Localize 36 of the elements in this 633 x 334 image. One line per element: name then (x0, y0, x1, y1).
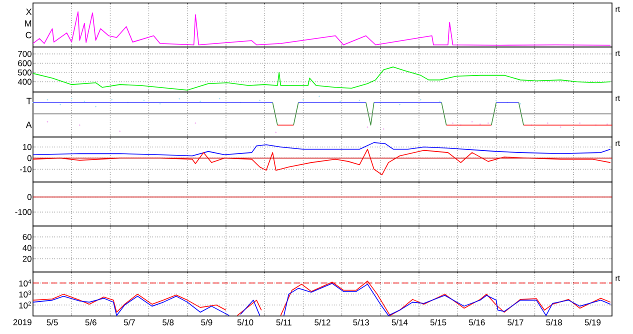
text: T (26, 98, 32, 104)
x-axis-title: 2019 (13, 319, 32, 326)
x-tick-label: 5/13 (353, 319, 369, 326)
y-tick-label: 10$^{4}$ (19, 280, 32, 286)
x-tick-label: 5/15 (430, 319, 446, 326)
x-tick-label: 5/10 (237, 319, 254, 326)
y-tick-label: 600 (18, 60, 32, 66)
y-tick-label: 10$^{3}$ (19, 290, 32, 298)
x-tick-label: 5/14 (392, 319, 408, 326)
y-tick-label: 40 (22, 244, 32, 251)
x-tick-label: 5/8 (162, 319, 174, 326)
x-tick-label: 5/5 (46, 319, 58, 326)
y-tick-label: 700 (18, 50, 32, 57)
text: A (26, 122, 32, 128)
y-tick-label: 10 (23, 144, 32, 150)
x-tick-label: 5/12 (314, 319, 330, 326)
text: C (26, 32, 32, 38)
y-tick-label: 20 (22, 256, 32, 262)
y-tick-label: 0 (27, 194, 32, 200)
x-tick-label: 5/19 (584, 319, 601, 326)
x-tick-label: 5/7 (124, 319, 135, 326)
y-tick-label: 400 (18, 78, 32, 85)
y-tick-label: 10$^{2}$ (19, 301, 32, 309)
y-tick-label: -10 (20, 166, 32, 172)
x-tick-label: 5/11 (276, 319, 292, 326)
x-tick-label: 5/18 (546, 319, 562, 326)
x-tick-label: 5/17 (508, 319, 524, 326)
y-tick-label: 500 (18, 70, 32, 76)
text: M (25, 20, 32, 27)
text: X (26, 8, 32, 15)
x-tick-label: 5/16 (469, 319, 485, 326)
x-tick-label: 5/6 (85, 319, 96, 326)
y-tick-label: 60 (22, 234, 32, 240)
x-tick-label: 5/9 (201, 319, 212, 326)
y-tick-label: 0 (27, 155, 32, 162)
y-tick-label: -100 (15, 209, 32, 216)
